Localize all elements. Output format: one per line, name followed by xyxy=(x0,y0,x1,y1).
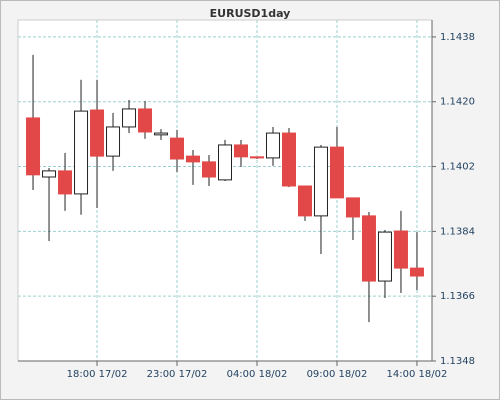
y-tick-label: 1.1420 xyxy=(440,97,475,108)
candle-body xyxy=(281,132,296,187)
y-tick-label: 1.1366 xyxy=(440,291,475,302)
candle-body xyxy=(233,144,248,158)
candle-body xyxy=(265,132,280,159)
candle-body xyxy=(202,161,217,178)
candle-body xyxy=(122,108,137,128)
x-tick-label: 09:00 18/02 xyxy=(307,369,368,380)
candle-body xyxy=(297,185,312,217)
candle-body xyxy=(329,146,344,199)
candle-body xyxy=(106,126,121,157)
x-tick-label: 04:00 18/02 xyxy=(227,369,288,380)
chart-title: EURUSD1day xyxy=(210,7,291,20)
candle-body xyxy=(186,155,201,163)
x-tick-label: 23:00 17/02 xyxy=(147,369,208,380)
candle-body xyxy=(313,146,328,217)
candle-body xyxy=(393,230,408,269)
candle-body xyxy=(90,109,105,157)
x-tick-label: 14:00 18/02 xyxy=(387,369,448,380)
y-tick-label: 1.1384 xyxy=(440,226,475,237)
candle-body xyxy=(26,117,41,176)
candle-body xyxy=(377,231,392,282)
y-tick-label: 1.1438 xyxy=(440,32,475,43)
candle-body xyxy=(218,144,232,181)
candle-body xyxy=(138,108,153,133)
candle-body xyxy=(345,197,360,218)
y-tick-label: 1.1348 xyxy=(440,356,475,367)
candle-body xyxy=(154,132,169,136)
x-tick-label: 18:00 17/02 xyxy=(67,369,128,380)
candle-body xyxy=(249,156,264,159)
candle-body xyxy=(361,215,376,282)
y-tick-label: 1.1402 xyxy=(440,162,475,173)
candle-body xyxy=(42,170,57,178)
candle-body xyxy=(74,110,89,195)
candle-body xyxy=(58,170,73,195)
candle-body xyxy=(170,137,185,160)
candle-body xyxy=(409,267,424,277)
